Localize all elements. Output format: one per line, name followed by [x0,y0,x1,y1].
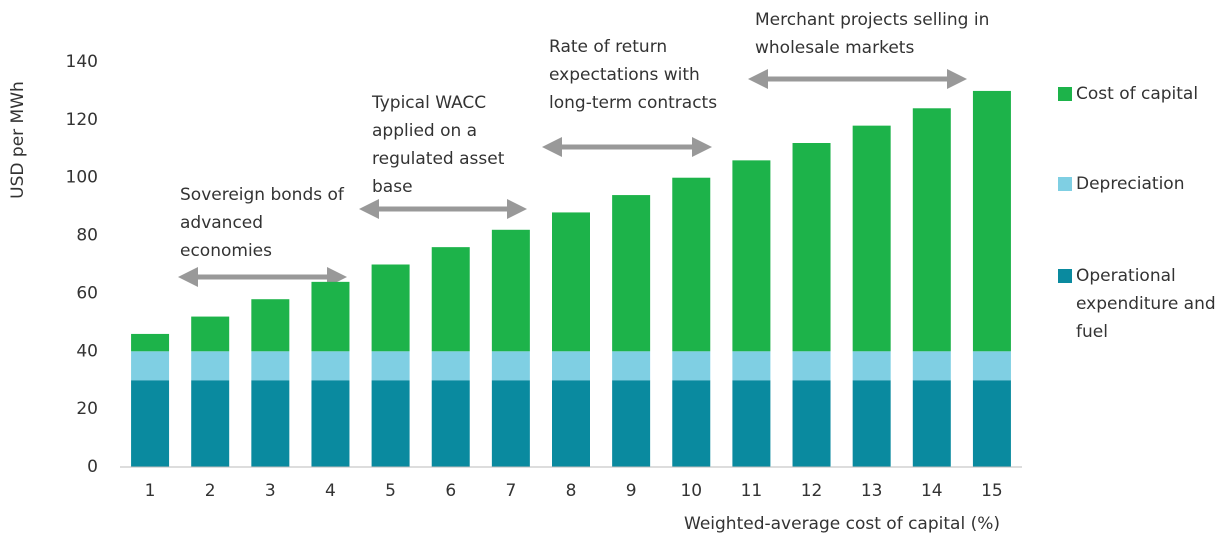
x-axis-title: Weighted-average cost of capital (%) [684,514,1000,534]
bar-segment [431,380,470,467]
annotation: Sovereign bonds of [180,185,345,205]
legend-label: Depreciation [1076,174,1185,194]
bar-segment [552,212,590,352]
x-tick-label: 3 [265,481,276,501]
y-tick-label: 80 [76,226,98,246]
bar-segment [732,160,771,352]
bar-segment [251,380,290,467]
annotation: applied on a [372,121,477,141]
bar-segment [251,299,290,352]
x-tick-label: 4 [325,481,336,501]
annotation: wholesale markets [755,38,914,58]
annotation: Typical WACC [371,93,486,113]
annotation: base [372,177,413,197]
y-tick-label: 40 [76,341,98,361]
x-tick-label: 8 [566,481,577,501]
bar-segment [852,125,891,352]
y-tick-label: 120 [66,110,98,130]
bar-segment [191,351,230,381]
annotation: economies [180,241,272,261]
bar-segment [131,380,170,467]
legend-swatch [1058,269,1072,283]
x-tick-label: 13 [861,481,883,501]
x-tick-label: 10 [680,481,702,501]
y-axis-title: USD per MWh [8,81,28,199]
bar-segment [371,264,410,352]
x-tick-label: 2 [205,481,216,501]
x-tick-label: 14 [921,481,943,501]
legend-label: Operational expenditure and fuel [1076,266,1216,342]
bar-segment [912,108,951,352]
bar-segment [491,380,530,467]
bar-segment [131,333,170,352]
y-tick-label: 140 [66,52,98,72]
bar-segment [792,380,831,467]
legend-item: Operational expenditure and fuel [1058,262,1218,346]
bar-segment [491,351,530,381]
legend-swatch [1058,177,1072,191]
bar-segment [131,351,170,381]
bar-segment [912,351,951,381]
x-tick-label: 15 [981,481,1003,501]
bar-segment [371,380,410,467]
bar-segment [251,351,290,381]
bar-segment [311,351,350,381]
annotation: long-term contracts [549,93,717,113]
y-tick-label: 0 [87,457,98,477]
bar-segment [371,351,410,381]
bar-segment [672,380,711,467]
legend-swatch [1058,87,1072,101]
bar-segment [972,351,1011,381]
y-tick-label: 60 [76,283,98,303]
x-tick-label: 11 [741,481,763,501]
legend-label: Cost of capital [1076,84,1199,104]
bar-segment [912,380,951,467]
bar-segment [191,380,230,467]
annotation: expectations with [549,65,700,85]
x-tick-label: 1 [145,481,156,501]
annotation: regulated asset [372,149,505,169]
bar-segment [431,247,470,352]
bar-segment [732,380,771,467]
bar-segment [191,316,230,352]
bar-segment [732,351,771,381]
y-tick-label: 100 [66,168,98,188]
annotation: Merchant projects selling in [755,10,989,30]
annotation: advanced [180,213,263,233]
bar-segment [792,143,831,352]
x-tick-label: 7 [505,481,516,501]
bar-segment [552,351,590,381]
bar-segment [972,90,1011,352]
bar-segment [431,351,470,381]
bar-segment [612,195,651,352]
annotation: Rate of return [549,37,667,57]
bar-segment [852,351,891,381]
bar-segment [792,351,831,381]
bar-segment [311,281,350,352]
bar-segment [612,351,651,381]
x-tick-label: 12 [801,481,823,501]
bar-segment [672,177,711,352]
y-tick-label: 20 [76,399,98,419]
x-tick-label: 9 [626,481,637,501]
arrows [178,69,967,287]
legend-item: Depreciation [1058,170,1218,198]
bar-segment [672,351,711,381]
x-tick-label: 5 [385,481,396,501]
bar-segment [612,380,651,467]
legend-item: Cost of capital [1058,80,1218,108]
bar-segment [552,380,590,467]
bar-segment [311,380,350,467]
bar-segment [852,380,891,467]
bar-segment [491,229,530,352]
x-tick-label: 6 [445,481,456,501]
bar-segment [972,380,1011,467]
